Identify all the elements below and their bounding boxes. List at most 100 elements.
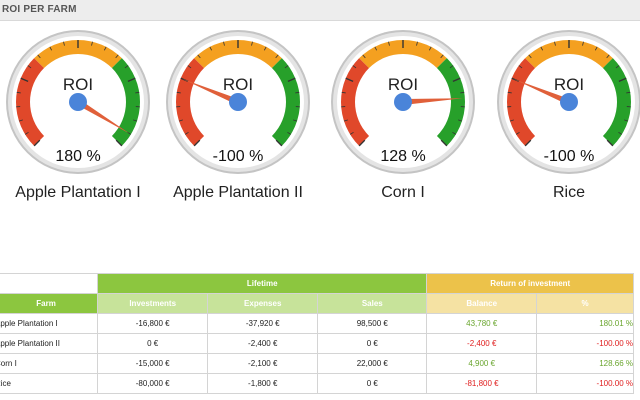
gauge-tick [440,139,448,147]
gauge-value-text: 128 % [380,148,425,165]
gauge-dial: ROI 180 % [6,30,150,174]
gauge-tick [284,65,289,69]
table-group-header: Lifetime Return of investment [0,273,634,294]
cell-sales: 98,500 € [317,313,428,334]
gauge-tick [452,77,461,82]
col-pct-header[interactable]: % [536,293,634,314]
gauge-tick [187,65,192,69]
cell-pct: 128.66 % [536,353,634,374]
gauge-needle [402,98,463,105]
gauge-tick [440,54,444,59]
gauge-roi-label: ROI [63,75,93,94]
gauge-tick [626,91,631,94]
gauge-rice: ROI -100 % Rice [489,22,640,212]
gauge-band-orange [525,39,613,69]
gauge-tick [582,41,584,46]
gauge-needle [182,79,240,105]
col-sales-header[interactable]: Sales [317,293,428,314]
gauge-tick [37,54,41,59]
cell-balance: -2,400 € [426,333,537,354]
cell-expenses: -37,920 € [207,313,319,334]
gauge-tick [618,77,627,82]
gauge-tick [49,46,53,51]
gauge-tick [624,119,629,122]
gauge-tick [518,65,523,69]
cell-sales: 0 € [317,333,428,354]
gauge-row: ROI 180 % Apple Plantation I ROI -100 % Ap… [0,22,640,212]
gauge-apple-plantation-2: ROI -100 % Apple Plantation II [158,22,318,212]
section-title: ROI PER FARM [2,4,77,15]
gauge-tick [343,119,348,122]
gauge-needle [76,99,130,134]
gauge-tick [524,139,532,147]
gauge-band-red [176,58,205,146]
cell-farm: Corn I [0,353,99,374]
gauge-farm-name: Apple Plantation II [173,184,303,201]
cell-sales: 0 € [317,373,428,394]
table-row: Apple Plantation I -16,800 € -37,920 € 9… [0,313,634,334]
cell-balance: -81,800 € [426,373,537,394]
col-expenses-header[interactable]: Expenses [207,293,319,314]
gauge-band-green [602,58,631,146]
gauge-farm-name: Rice [552,184,585,201]
gauge-tick [554,41,556,46]
gauge-tick [275,139,283,147]
cell-expenses: -1,800 € [207,373,319,394]
gauge-tick [606,139,614,147]
gauge-tick [27,65,32,69]
cell-farm: Apple Plantation I [0,313,99,334]
gauge-tick [287,131,292,135]
roi-table: Lifetime Return of investment Farm Inves… [0,273,634,394]
cell-balance: 4,900 € [426,353,537,374]
gauge-tick [91,41,93,46]
table-corner [0,273,99,294]
gauge-band-green [111,58,140,146]
gauge-band-orange [34,39,122,69]
gauge-tick [263,46,267,51]
gauge-hub [560,93,578,111]
gauge-band-orange [359,39,447,69]
gauge-value-text: 180 % [55,148,100,165]
section-header: ROI PER FARM [0,0,640,21]
gauge-band-orange [194,39,282,69]
gauge-tick [362,54,366,59]
gauge-band-red [15,58,45,146]
gauge-band-green [436,58,465,146]
gauge-tick [184,131,189,135]
gauge-dial: ROI -100 % [166,30,310,174]
gauge-tick [293,119,298,122]
gauge-tick [428,46,432,51]
gauge-tick [295,91,300,94]
gauge-tick [449,65,454,69]
gauge-tick [209,46,213,51]
gauge-farm-name: Corn I [381,184,425,201]
cell-expenses: -2,100 € [207,353,319,374]
gauge-tick [615,65,620,69]
col-farm-header[interactable]: Farm [0,293,99,314]
gauge-tick [460,91,465,94]
gauge-tick [178,119,183,122]
gauge-tick [193,139,201,147]
group-return-header: Return of investment [426,273,634,294]
gauge-tick [115,54,119,59]
gauge-needle [513,79,571,105]
cell-farm: Apple Plantation II [0,333,99,354]
gauge-tick [507,91,512,94]
gauge-tick [223,41,225,46]
col-investments-header[interactable]: Investments [97,293,209,314]
gauge-dial: ROI -100 % [497,30,640,174]
gauge-tick [416,41,418,46]
cell-investments: -80,000 € [97,373,209,394]
gauge-tick [352,65,357,69]
gauge-tick [18,119,23,122]
gauge-hub [69,93,87,111]
table-row: Corn I -15,000 € -2,100 € 22,000 € 4,900… [0,353,634,374]
gauge-band-green [271,58,300,146]
gauge-farm-name: Apple Plantation I [15,184,141,201]
gauge-tick [341,91,346,94]
gauge-tick [349,131,354,135]
gauge-tick [515,131,520,135]
table-column-header: Farm Investments Expenses Sales Balance … [0,293,634,314]
col-balance-header[interactable]: Balance [426,293,537,314]
gauge-tick [20,77,29,82]
